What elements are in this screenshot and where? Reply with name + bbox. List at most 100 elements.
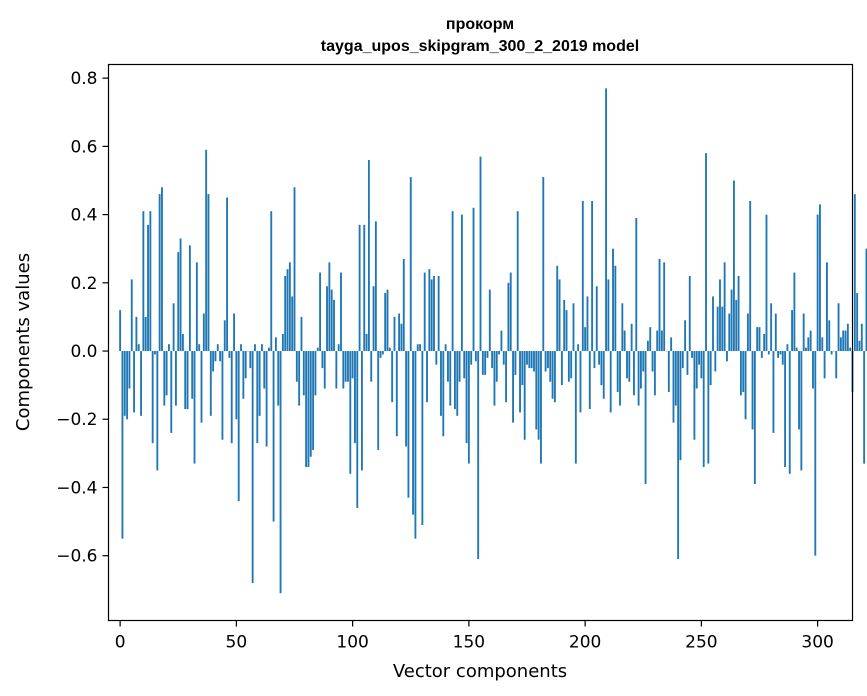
bar-139 (442, 351, 445, 437)
bar-261 (726, 351, 728, 362)
bar-28 (184, 351, 187, 410)
x-tick-label: 100 (336, 633, 368, 653)
bar-195 (572, 303, 575, 352)
bar-31 (191, 351, 194, 399)
bar-35 (200, 351, 203, 423)
bar-46 (226, 197, 228, 352)
bar-120 (398, 313, 401, 352)
bar-69 (279, 351, 282, 594)
bar-265 (735, 299, 738, 352)
bar-277 (763, 333, 766, 352)
bar-66 (272, 351, 275, 522)
bar-254 (709, 351, 712, 386)
bar-319 (860, 323, 863, 352)
bar-39 (209, 351, 212, 416)
x-tick-label: 250 (685, 633, 717, 653)
bar-242 (681, 351, 684, 369)
bar-83 (312, 351, 315, 450)
bar-51 (237, 351, 240, 502)
y-tick-label: −0.2 (56, 410, 97, 430)
y-tick-label: −0.6 (56, 547, 97, 567)
bar-73 (288, 262, 291, 352)
bar-263 (730, 289, 733, 352)
y-tick-label: −0.4 (56, 478, 97, 498)
bar-134 (430, 279, 433, 352)
bar-129 (419, 344, 421, 352)
bar-219 (628, 351, 631, 382)
bar-80 (305, 351, 308, 468)
bar-112 (379, 351, 382, 358)
bar-192 (565, 310, 568, 352)
bar-72 (286, 269, 289, 352)
bar-295 (805, 347, 807, 352)
bar-152 (472, 207, 475, 352)
bar-99 (349, 351, 352, 474)
chart-subtitle: tayga_upos_skipgram_300_2_2019 model (321, 38, 639, 55)
bar-239 (674, 351, 677, 406)
bar-131 (423, 272, 426, 352)
bar-247 (693, 351, 696, 440)
bar-156 (481, 351, 484, 375)
bar-44 (221, 351, 224, 440)
bar-174 (523, 351, 526, 440)
y-tick-label: 0.4 (70, 206, 97, 226)
bar-10 (142, 211, 145, 352)
bar-100 (351, 351, 354, 379)
bar-125 (409, 177, 412, 352)
bar-243 (684, 320, 687, 352)
bar-173 (521, 351, 524, 386)
bar-234 (663, 262, 666, 352)
bar-275 (758, 327, 761, 352)
bar-223 (637, 351, 640, 406)
bar-232 (658, 258, 661, 352)
bar-205 (595, 286, 598, 352)
bar-228 (649, 327, 652, 352)
bar-283 (777, 351, 780, 358)
bar-110 (374, 221, 377, 352)
bar-53 (242, 351, 245, 399)
bar-193 (567, 351, 570, 382)
bar-287 (786, 344, 789, 352)
bar-76 (295, 351, 298, 382)
bar-20 (165, 351, 168, 396)
bar-172 (519, 351, 521, 413)
bar-224 (640, 351, 642, 389)
bar-119 (395, 351, 398, 437)
bar-266 (737, 275, 740, 352)
bar-124 (407, 351, 410, 498)
bar-210 (607, 279, 610, 352)
bar-187 (553, 351, 556, 403)
bar-157 (484, 351, 487, 375)
bar-3 (126, 351, 129, 420)
bar-67 (274, 337, 277, 352)
bar-98 (347, 351, 349, 382)
bar-94 (337, 344, 340, 352)
bar-262 (728, 313, 731, 352)
bar-68 (277, 351, 280, 406)
bar-57 (251, 351, 254, 583)
bars-group (119, 88, 867, 594)
bar-304 (826, 262, 828, 352)
bar-13 (149, 211, 152, 352)
x-tick-label: 300 (801, 633, 833, 653)
bar-146 (458, 351, 461, 382)
bar-127 (414, 351, 417, 539)
bar-188 (556, 265, 559, 352)
bar-305 (828, 320, 831, 352)
bar-309 (837, 303, 840, 352)
bar-136 (435, 351, 438, 365)
bar-89 (326, 286, 328, 352)
bar-308 (835, 351, 838, 379)
bar-292 (798, 351, 800, 430)
bar-318 (858, 340, 861, 352)
bar-281 (772, 351, 775, 433)
bar-123 (405, 351, 408, 447)
bar-211 (609, 351, 612, 413)
bar-293 (800, 351, 803, 471)
bar-214 (616, 351, 619, 392)
bar-97 (344, 351, 347, 382)
y-tick-label: 0.8 (70, 69, 97, 89)
bar-103 (358, 224, 361, 352)
bar-274 (756, 327, 759, 352)
